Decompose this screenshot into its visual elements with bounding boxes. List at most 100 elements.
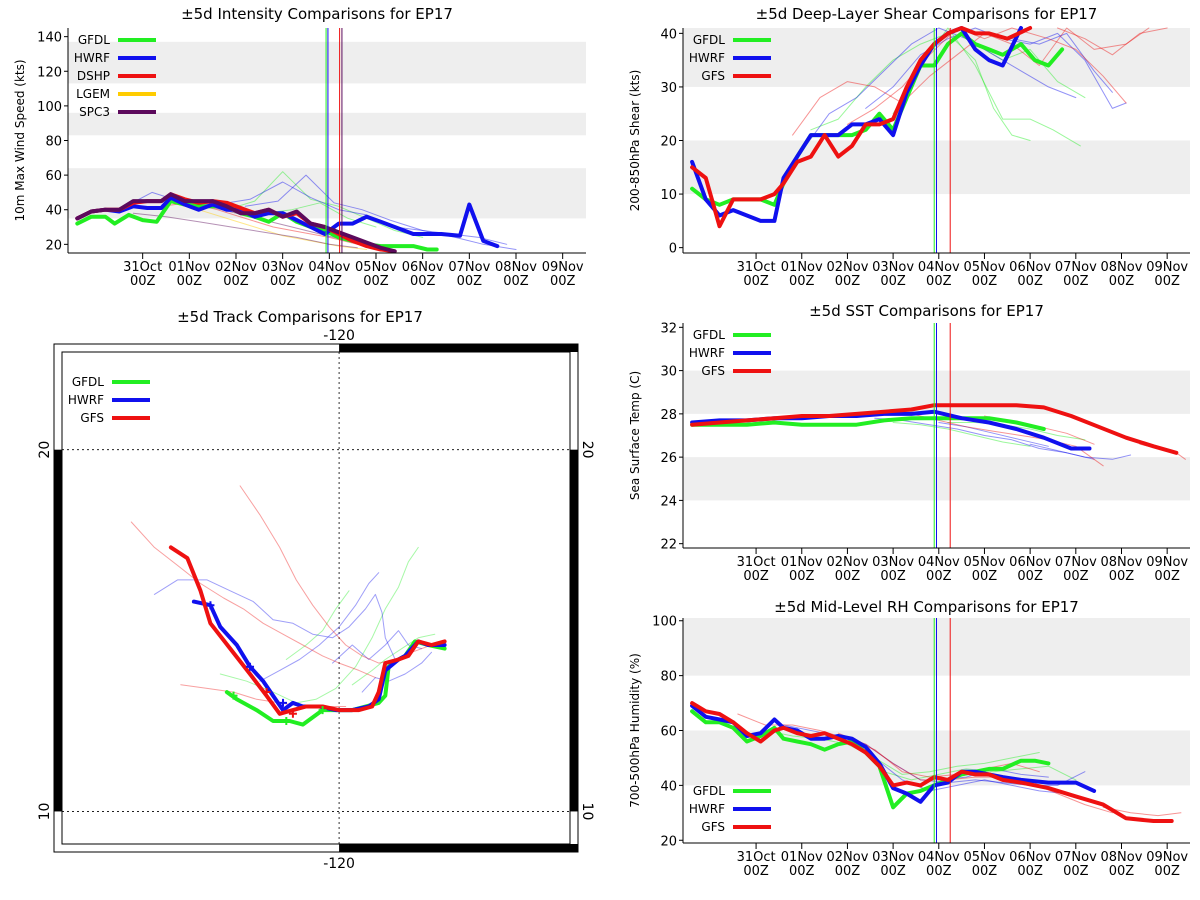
series-line-gfdl-member	[892, 422, 1031, 447]
legend-label-gfdl: GFDL	[78, 33, 110, 47]
x-tick-label-hour: 00Z	[880, 569, 906, 584]
track-position-marker-gfdl	[282, 717, 291, 725]
x-tick-label-date: 06Nov	[1009, 260, 1051, 275]
x-tick-label-date: 01Nov	[781, 260, 823, 275]
x-tick-label-hour: 00Z	[743, 274, 769, 289]
x-tick-label-date: 09Nov	[1146, 260, 1188, 275]
series-line-hwrf-member	[938, 422, 1049, 447]
x-tick-label-date: 08Nov	[1101, 260, 1143, 275]
series-line-gfdl-member	[226, 171, 424, 238]
x-tick-label-date: 05Nov	[963, 555, 1005, 570]
x-tick-label-date: 02Nov	[826, 260, 868, 275]
x-tick-label-hour: 00Z	[223, 274, 249, 289]
x-tick-label-date: 03Nov	[872, 260, 914, 275]
x-tick-label-hour: 00Z	[130, 274, 156, 289]
y-tick-label: 24	[660, 494, 677, 509]
x-tick-label-date: 09Nov	[1146, 850, 1188, 865]
x-tick-label-hour: 00Z	[503, 274, 529, 289]
series-line-gfdl	[690, 416, 1046, 431]
series-line-gfs-member	[846, 27, 1127, 125]
y-tick-label: 30	[660, 81, 677, 96]
panel-track: -120 -120 10 10 20 20 ±5d Track Comparisons fo…	[37, 308, 595, 872]
y-tick-label: 40	[45, 204, 62, 219]
legend-label-hwrf: HWRF	[74, 51, 110, 65]
chart-title: ±5d Track Comparisons for EP17	[177, 308, 423, 326]
x-tick-label-date: 01Nov	[781, 850, 823, 865]
series-line-gfs	[690, 26, 1033, 229]
legend-label-dshp: DSHP	[77, 69, 110, 83]
x-tick-label-hour: 00Z	[880, 274, 906, 289]
legend-label-gfdl: GFDL	[72, 375, 104, 389]
x-tick-label-date: 05Nov	[963, 850, 1005, 865]
x-tick-label-hour: 00Z	[926, 569, 952, 584]
x-tick-label-hour: 00Z	[1109, 274, 1135, 289]
x-tick-label-hour: 00Z	[1063, 274, 1089, 289]
series-line-spc3	[75, 192, 397, 254]
legend-label-hwrf: HWRF	[689, 51, 725, 65]
y-tick-label: 32	[660, 321, 677, 336]
longitude-label-bottom: -120	[323, 856, 355, 872]
x-tick-label-date: 04Nov	[918, 260, 960, 275]
x-tick-label-hour: 00Z	[743, 864, 769, 879]
x-tick-label-hour: 00Z	[835, 569, 861, 584]
track-position-marker-gfs	[262, 688, 271, 697]
series-line-hwrf-member	[801, 27, 1077, 152]
legend-label-gfdl: GFDL	[693, 33, 725, 47]
legend-label-gfs: GFS	[80, 411, 104, 425]
x-tick-label-hour: 00Z	[457, 274, 483, 289]
x-tick-label-date: 07Nov	[448, 260, 490, 275]
x-tick-label-hour: 00Z	[550, 274, 576, 289]
x-tick-label-hour: 00Z	[270, 274, 296, 289]
latitude-label-left: 10	[37, 803, 53, 821]
x-tick-label-hour: 00Z	[1109, 569, 1135, 584]
map-border-bar-bottom	[339, 844, 578, 852]
longitude-label-top: -120	[323, 328, 355, 344]
x-tick-label-hour: 00Z	[1154, 864, 1180, 879]
legend-label-lgem: LGEM	[76, 87, 110, 101]
x-tick-label-hour: 00Z	[410, 274, 436, 289]
y-tick-label: 20	[660, 834, 677, 849]
x-tick-label-date: 06Nov	[402, 260, 444, 275]
y-tick-label: 28	[660, 408, 677, 423]
x-tick-label-hour: 00Z	[789, 569, 815, 584]
y-axis-label: Sea Surface Temp (C)	[628, 371, 642, 500]
x-tick-label-date: 07Nov	[1055, 555, 1097, 570]
y-tick-label: 100	[652, 615, 677, 630]
series-line-hwrf-member	[846, 738, 1068, 795]
legend-label-gfdl: GFDL	[693, 328, 725, 342]
y-tick-label: 20	[660, 135, 677, 150]
x-tick-label-date: 31Oct	[737, 850, 776, 865]
y-tick-label: 22	[660, 538, 677, 553]
x-tick-label-hour: 00Z	[1154, 569, 1180, 584]
x-tick-label-hour: 00Z	[926, 864, 952, 879]
track-line-hwrf-member	[153, 579, 396, 660]
track-position-marker-gfdl	[318, 706, 327, 715]
track-position-marker-gfs	[288, 709, 297, 718]
series-line-hwrf	[75, 195, 500, 249]
x-tick-label-date: 04Nov	[308, 260, 350, 275]
latitude-label-right: 20	[579, 441, 595, 459]
x-tick-label-hour: 00Z	[880, 864, 906, 879]
series-line-gfdl-member	[947, 422, 1086, 441]
y-tick-label: 40	[660, 27, 677, 42]
series-line-gfs-member	[1057, 27, 1168, 56]
x-tick-label-hour: 00Z	[1109, 864, 1135, 879]
chart-title: ±5d Intensity Comparisons for EP17	[181, 5, 453, 23]
x-tick-label-date: 08Nov	[1101, 555, 1143, 570]
x-tick-label-date: 05Nov	[963, 260, 1005, 275]
x-tick-label-date: 06Nov	[1009, 850, 1051, 865]
x-tick-label-date: 04Nov	[918, 555, 960, 570]
x-tick-label-date: 03Nov	[872, 555, 914, 570]
y-tick-label: 60	[660, 725, 677, 740]
y-tick-label: 40	[660, 779, 677, 794]
x-tick-label-date: 02Nov	[826, 850, 868, 865]
y-axis-label: 10m Max Wind Speed (kts)	[13, 59, 27, 221]
chart-panels: 2040608010012014031Oct00Z01Nov00Z02Nov00…	[13, 5, 1190, 879]
x-tick-label-date: 31Oct	[737, 260, 776, 275]
x-tick-label-hour: 00Z	[835, 274, 861, 289]
series-line-hwrf-member	[244, 174, 517, 250]
legend-label-spc3: SPC3	[79, 105, 110, 119]
track-line-gfdl-member	[285, 590, 350, 660]
chart-title: ±5d SST Comparisons for EP17	[809, 302, 1044, 320]
